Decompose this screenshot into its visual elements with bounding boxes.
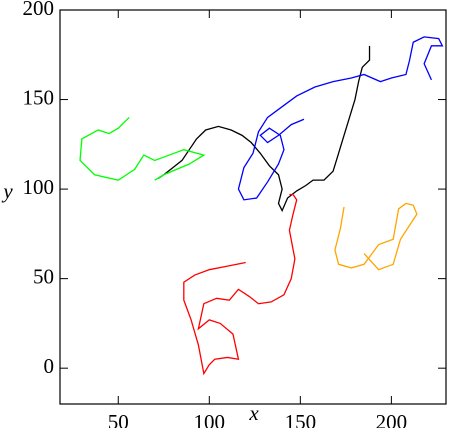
trajectory xyxy=(183,193,298,376)
x-tick-label: 200 xyxy=(376,410,408,428)
plot-frame xyxy=(59,9,447,405)
y-axis-label: y xyxy=(1,179,13,203)
trajectory xyxy=(79,116,206,181)
y-tick-label: 100 xyxy=(23,175,55,199)
y-tick-label: 50 xyxy=(33,264,54,288)
x-tick-label: 150 xyxy=(285,410,317,428)
y-tick-label: 200 xyxy=(23,0,55,20)
x-axis-label: x xyxy=(248,401,259,425)
trajectory xyxy=(237,36,444,201)
x-tick-label: 100 xyxy=(194,410,226,428)
trajectory xyxy=(334,202,418,271)
x-tick-label: 50 xyxy=(108,410,129,428)
trajectory xyxy=(157,45,371,213)
y-tick-label: 150 xyxy=(23,85,55,109)
y-tick-label: 0 xyxy=(44,354,55,378)
